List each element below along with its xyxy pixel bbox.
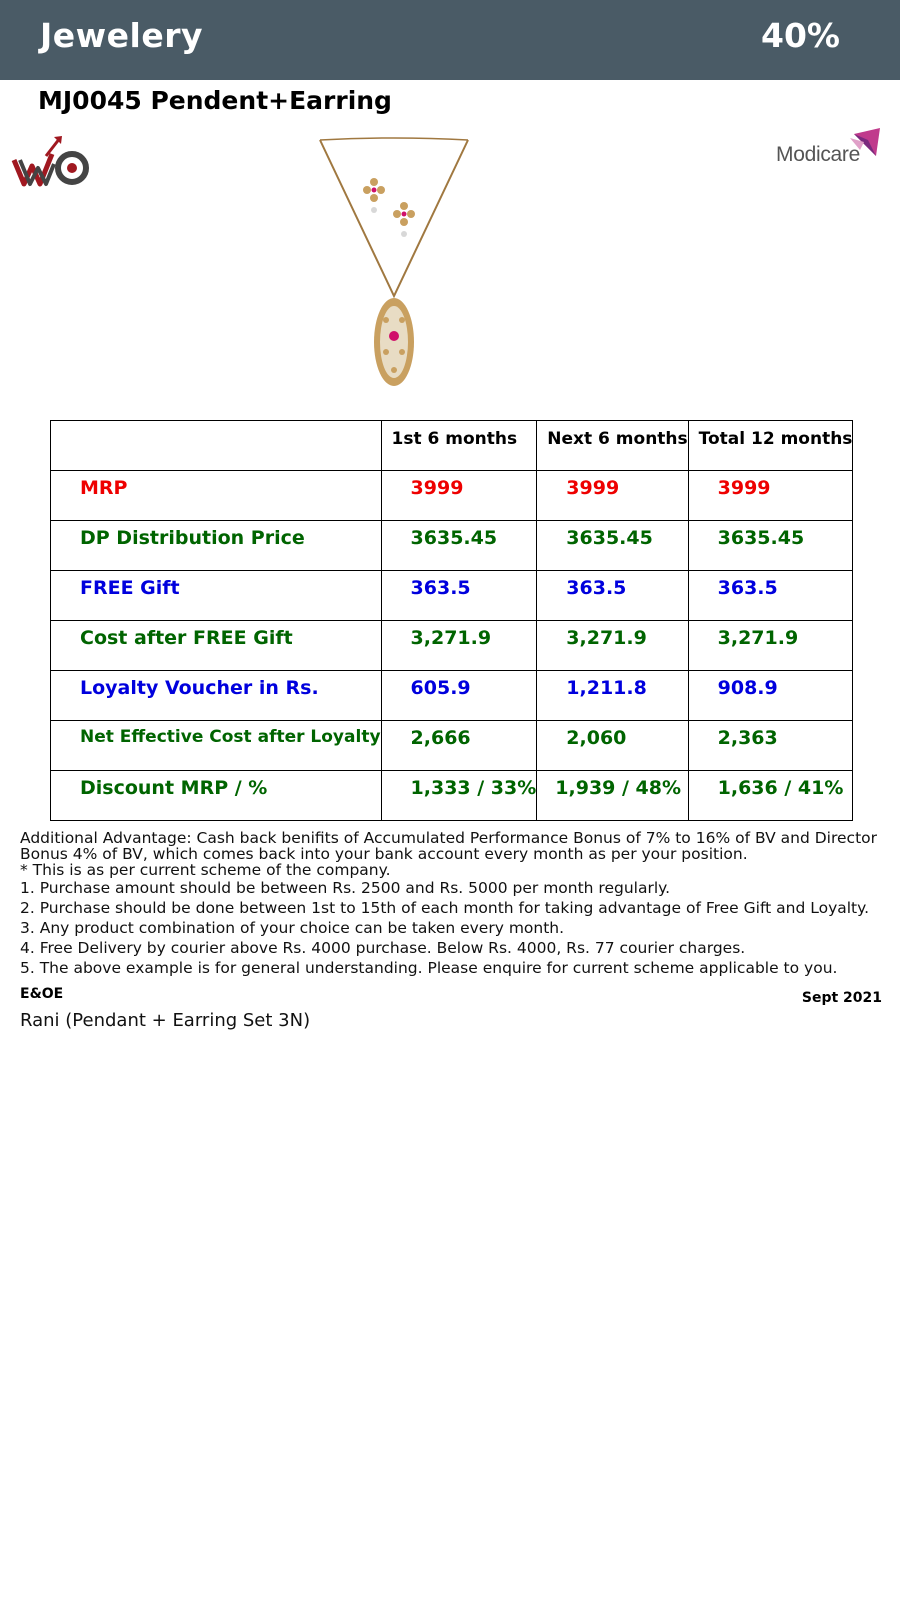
free-gift-first-6: 363.5 xyxy=(380,570,538,621)
discount-next-6: 1,939 / 48% xyxy=(536,770,689,821)
table-header-next-6-months: Next 6 months xyxy=(536,420,689,471)
pricing-table: 1st 6 months Next 6 months Total 12 mont… xyxy=(50,420,854,821)
table-header-total-12-months: Total 12 months xyxy=(687,420,854,471)
table-header-blank xyxy=(50,420,382,471)
row-label-cost-after-gift: Cost after FREE Gift xyxy=(50,620,382,671)
cost-after-gift-first-6: 3,271.9 xyxy=(380,620,538,671)
table-row-discount: Discount MRP / % 1,333 / 33% 1,939 / 48%… xyxy=(50,770,854,821)
table-row-net-cost: Net Effective Cost after Loyalty 2,666 2… xyxy=(50,720,854,771)
mrp-next-6: 3999 xyxy=(536,470,689,521)
net-cost-next-6: 2,060 xyxy=(536,720,689,771)
table-row-dp: DP Distribution Price 3635.45 3635.45 36… xyxy=(50,520,854,571)
mrp-first-6: 3999 xyxy=(380,470,538,521)
category-title: Jewelery xyxy=(40,16,204,55)
modicare-logo-icon: Modicare xyxy=(776,128,884,168)
note-item: 5. The above example is for general unde… xyxy=(20,959,838,977)
notes-section: Additional Advantage: Cash back benifits… xyxy=(20,830,890,978)
row-label-free-gift: FREE Gift xyxy=(50,570,382,621)
wc-logo-icon xyxy=(10,134,92,192)
cost-after-gift-total-12: 3,271.9 xyxy=(687,620,854,671)
set-name: Rani (Pendant + Earring Set 3N) xyxy=(20,1010,311,1031)
header-bar: Jewelery 40% xyxy=(0,0,900,80)
table-row-cost-after-gift: Cost after FREE Gift 3,271.9 3,271.9 3,2… xyxy=(50,620,854,671)
net-cost-total-12: 2,363 xyxy=(687,720,854,771)
note-item: 2. Purchase should be done between 1st t… xyxy=(20,899,870,917)
dp-next-6: 3635.45 xyxy=(536,520,689,571)
table-row-loyalty: Loyalty Voucher in Rs. 605.9 1,211.8 908… xyxy=(50,670,854,721)
net-cost-first-6: 2,666 xyxy=(380,720,538,771)
table-header-first-6-months: 1st 6 months xyxy=(380,420,538,471)
eoe-label: E&OE xyxy=(20,986,64,1002)
row-label-loyalty: Loyalty Voucher in Rs. xyxy=(50,670,382,721)
discount-percent: 40% xyxy=(761,16,840,55)
note-item: 4. Free Delivery by courier above Rs. 40… xyxy=(20,939,746,957)
pendant-earring-set-image xyxy=(318,136,478,400)
brand-name: Modicare xyxy=(776,143,860,166)
loyalty-next-6: 1,211.8 xyxy=(536,670,689,721)
free-gift-total-12: 363.5 xyxy=(687,570,854,621)
note-item: 3. Any product combination of your choic… xyxy=(20,919,565,937)
loyalty-first-6: 605.9 xyxy=(380,670,538,721)
discount-first-6: 1,333 / 33% xyxy=(380,770,538,821)
scheme-note: * This is as per current scheme of the c… xyxy=(20,861,391,879)
row-label-mrp: MRP xyxy=(50,470,382,521)
additional-advantage-text: Additional Advantage: Cash back benifits… xyxy=(20,829,878,863)
mrp-total-12: 3999 xyxy=(687,470,854,521)
product-title: MJ0045 Pendent+Earring xyxy=(38,86,392,115)
table-row-mrp: MRP 3999 3999 3999 xyxy=(50,470,854,521)
free-gift-next-6: 363.5 xyxy=(536,570,689,621)
row-label-discount: Discount MRP / % xyxy=(50,770,382,821)
table-row-free-gift: FREE Gift 363.5 363.5 363.5 xyxy=(50,570,854,621)
row-label-dp: DP Distribution Price xyxy=(50,520,382,571)
discount-total-12: 1,636 / 41% xyxy=(687,770,854,821)
dp-first-6: 3635.45 xyxy=(380,520,538,571)
loyalty-total-12: 908.9 xyxy=(687,670,854,721)
table-header-row: 1st 6 months Next 6 months Total 12 mont… xyxy=(50,420,854,471)
dp-total-12: 3635.45 xyxy=(687,520,854,571)
date-label: Sept 2021 xyxy=(801,990,882,1006)
note-item: 1. Purchase amount should be between Rs.… xyxy=(20,879,671,897)
cost-after-gift-next-6: 3,271.9 xyxy=(536,620,689,671)
row-label-net-cost: Net Effective Cost after Loyalty xyxy=(50,720,382,771)
